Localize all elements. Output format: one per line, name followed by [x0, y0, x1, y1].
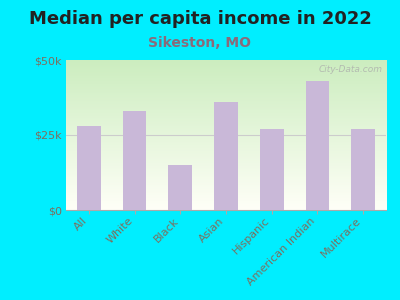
Bar	[77, 126, 101, 210]
Bar	[351, 129, 375, 210]
Text: City-Data.com: City-Data.com	[319, 64, 383, 74]
Bar	[214, 102, 238, 210]
Bar	[168, 165, 192, 210]
Bar	[123, 111, 146, 210]
Bar	[306, 81, 329, 210]
Text: Median per capita income in 2022: Median per capita income in 2022	[28, 11, 372, 28]
Text: Sikeston, MO: Sikeston, MO	[148, 36, 252, 50]
Bar	[260, 129, 284, 210]
